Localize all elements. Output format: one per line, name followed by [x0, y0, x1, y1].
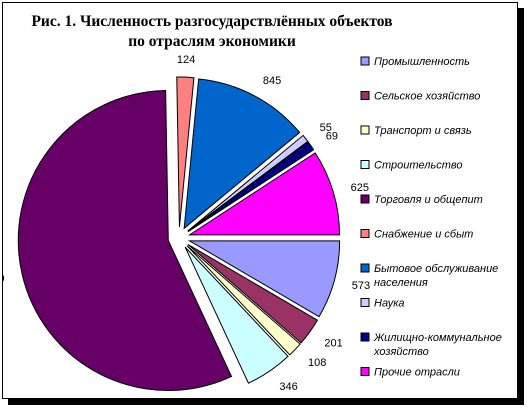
pie-chart: Рис. 1. Численность разгосударствлённых …: [3, 13, 502, 393]
legend-label-2: Транспорт и связь: [374, 125, 472, 137]
data-label-7: 55: [320, 122, 332, 134]
legend-swatch-4: [360, 194, 370, 204]
pie-slices: [17, 76, 341, 391]
legend-swatch-3: [360, 160, 370, 169]
legend-swatch-0: [360, 56, 370, 66]
legend-swatch-8: [360, 332, 370, 342]
legend-label-4: Торговля и общепит: [374, 194, 483, 206]
pie-slice-1: [187, 243, 319, 344]
chart-title-line-2: по отраслям экономики: [128, 33, 296, 50]
pie-slice-5: [176, 76, 195, 228]
legend-label-6-line-1: населения: [374, 277, 428, 289]
chart-title-line-1: Рис. 1. Численность разгосударствлённых …: [31, 13, 392, 30]
legend-label-8-line-1: хозяйство: [373, 346, 429, 358]
chart-frame: Рис. 1. Численность разгосударствлённых …: [2, 2, 518, 399]
pie-slice-7: [187, 134, 309, 232]
pie-slice-0: [187, 240, 341, 318]
data-label-6: 845: [263, 75, 281, 87]
pie-slice-2: [186, 245, 301, 356]
pie-slice-8: [187, 141, 315, 233]
legend-label-0: Промышленность: [374, 56, 470, 68]
legend-swatch-7: [360, 298, 370, 307]
data-label-5: 124: [177, 54, 195, 66]
data-label-1: 201: [324, 337, 342, 349]
pie-slice-6: [183, 78, 301, 230]
pie-slice-3: [184, 246, 289, 384]
legend-label-3: Строительство: [374, 160, 463, 172]
legend-label-9: Прочие отрасли: [374, 367, 460, 379]
legend-swatch-9: [360, 367, 370, 376]
legend-swatch-5: [360, 229, 370, 238]
pie-slice-4: [17, 89, 233, 391]
data-label-2: 108: [308, 357, 326, 369]
legend-swatch-2: [360, 125, 370, 135]
pie-slice-9: [187, 152, 341, 236]
data-label-8: 69: [326, 130, 338, 142]
legend-label-8: Жилищно-коммунальное: [373, 332, 502, 344]
data-label-3: 346: [279, 381, 297, 393]
legend-label-5: Снабжение и сбыт: [374, 229, 473, 241]
legend-label-1: Сельское хозяйство: [374, 91, 480, 103]
legend-label-7: Наука: [374, 298, 405, 310]
legend-swatch-6: [360, 263, 370, 273]
legend: Промышленность Сельское хозяйство Транспор…: [360, 56, 502, 379]
legend-label-6: Бытовое обслуживание: [374, 263, 498, 275]
data-label-4: 3849: [3, 273, 5, 285]
data-label-9: 625: [351, 182, 369, 194]
data-label-0: 573: [352, 280, 370, 292]
legend-swatch-1: [360, 91, 370, 100]
